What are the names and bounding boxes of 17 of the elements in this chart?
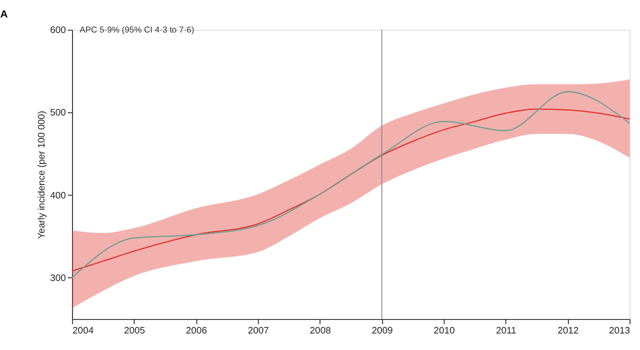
x-tick-label: 2007 <box>248 326 269 337</box>
y-tick-label: 300 <box>50 272 66 284</box>
x-tick-label: 2009 <box>372 326 393 337</box>
annotation: APC 5·9% (95% CI 4·3 to 7·6) <box>80 24 194 35</box>
y-tick-label: 400 <box>50 190 66 202</box>
y-tick-label: 600 <box>50 25 66 36</box>
x-tick-label: 2004 <box>72 326 94 337</box>
x-tick-label: 2006 <box>186 326 207 337</box>
chart-title: A <box>0 9 8 20</box>
x-tick-label: 2011 <box>496 326 516 337</box>
x-tick-label: 2012 <box>558 326 579 337</box>
x-tick-label: 2013 <box>608 326 630 337</box>
x-tick-label: 2005 <box>124 326 146 337</box>
y-tick-label: 500 <box>50 108 66 119</box>
y-axis-title: Yearly incidence (per 100 000) <box>36 110 48 239</box>
x-tick-label: 2010 <box>434 326 455 337</box>
x-tick-label: 2008 <box>310 326 331 337</box>
